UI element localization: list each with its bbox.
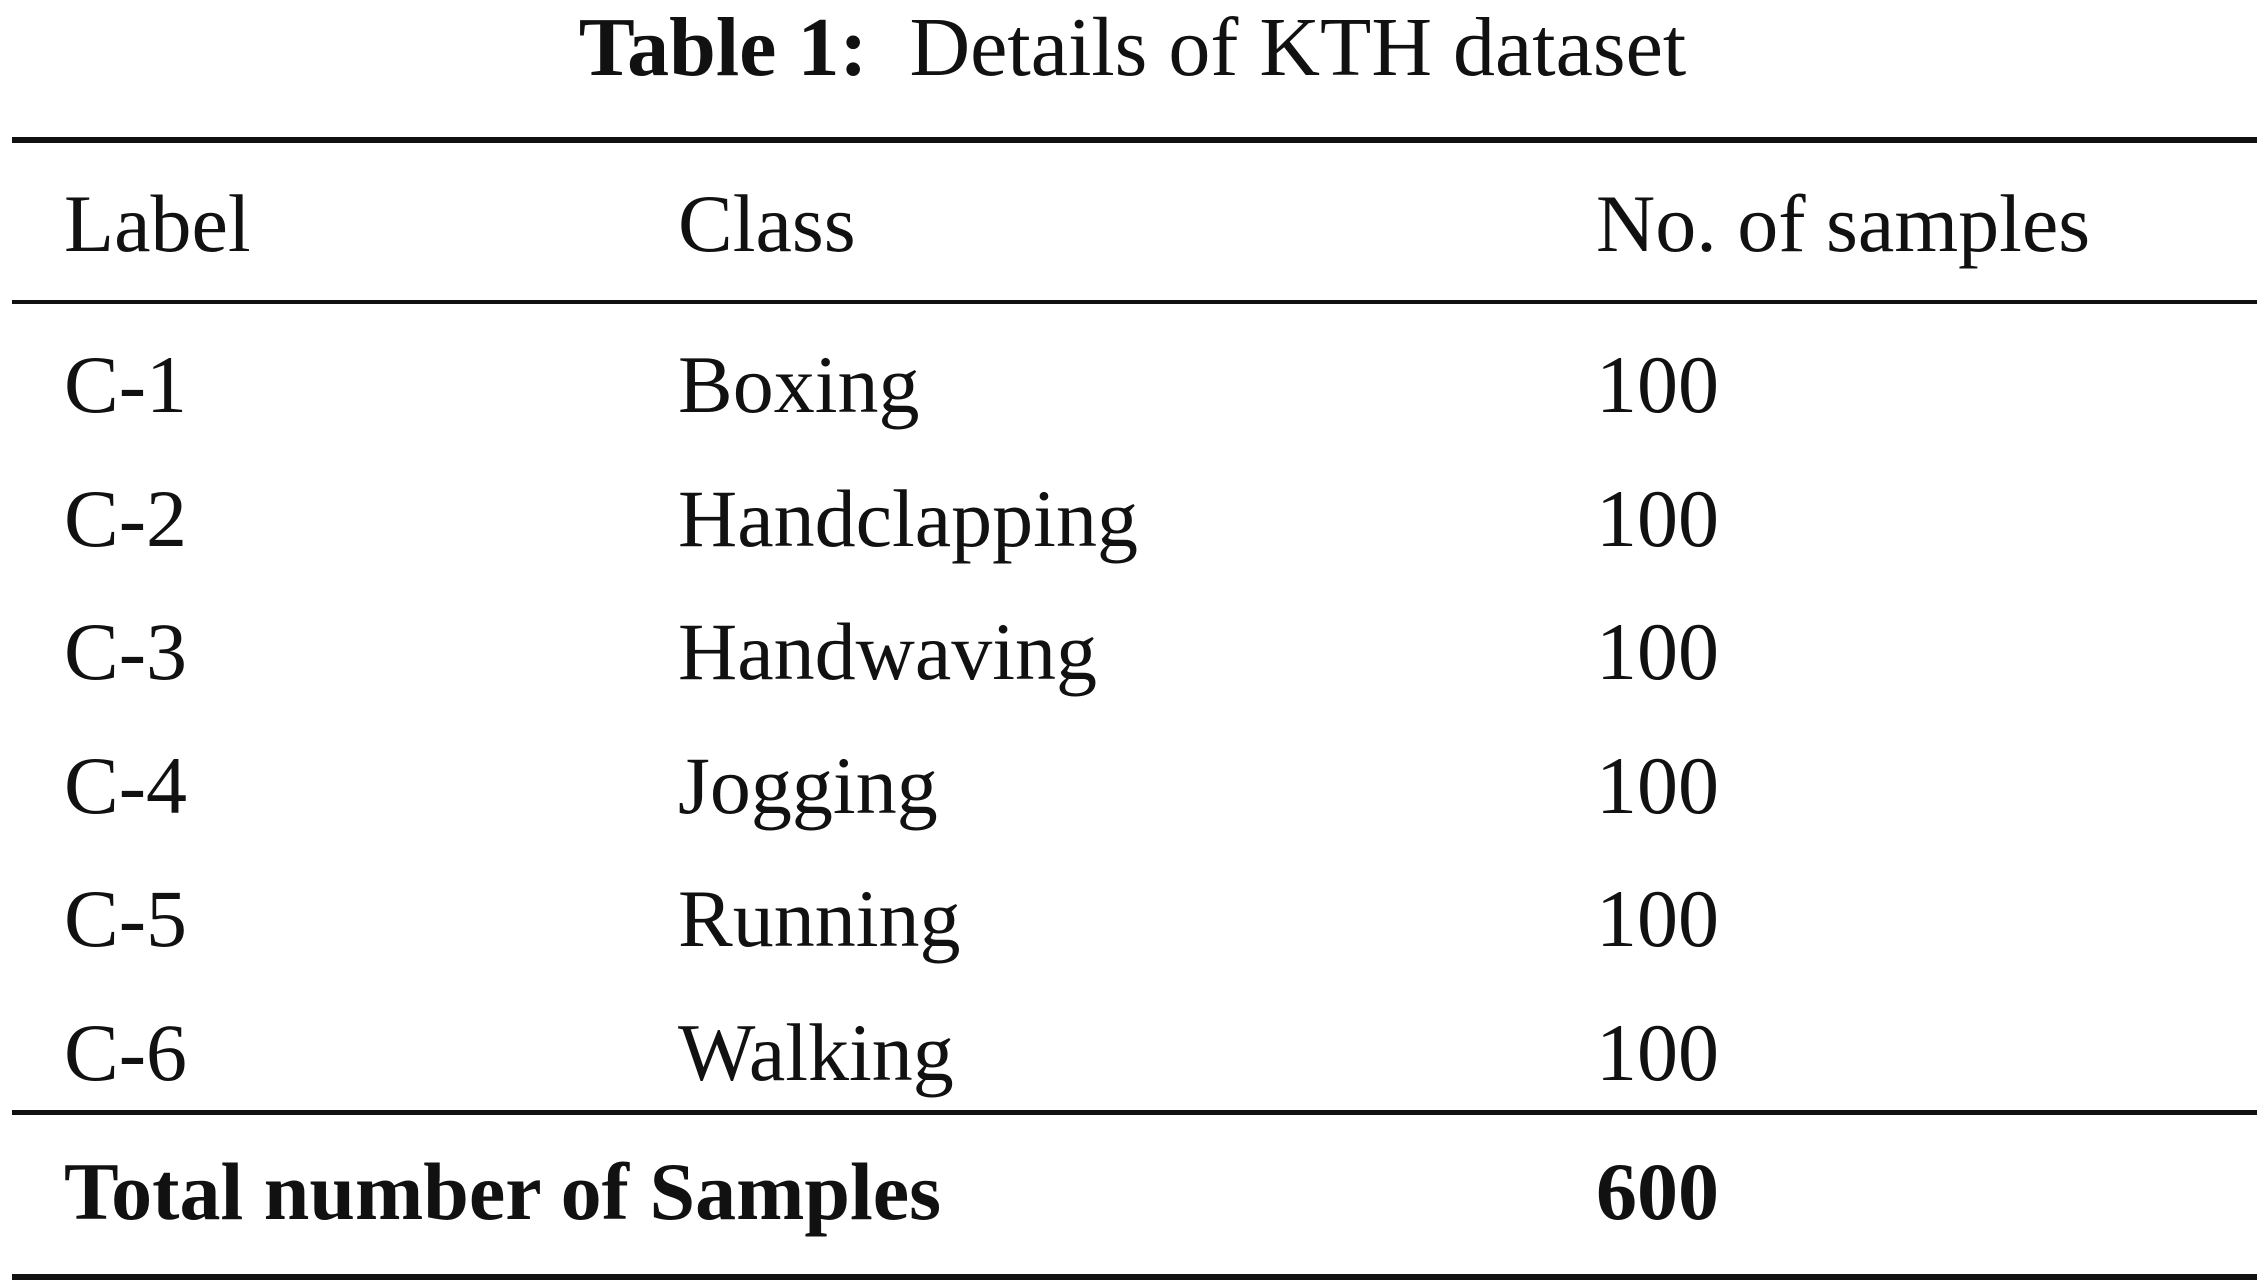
header-label: Label xyxy=(64,178,251,269)
row-3-class: Handwaving xyxy=(678,606,1098,697)
header-class: Class xyxy=(678,178,856,269)
top-rule xyxy=(12,137,2257,143)
row-4-samples: 100 xyxy=(1596,740,1719,831)
row-2-samples: 100 xyxy=(1596,473,1719,564)
row-5-class: Running xyxy=(678,873,961,964)
row-6-samples: 100 xyxy=(1596,1007,1719,1098)
bottom-rule xyxy=(12,1274,2257,1280)
table-caption: Table 1: Details of KTH dataset xyxy=(0,0,2265,100)
caption-label: Table 1: xyxy=(578,1,868,94)
row-1-class: Boxing xyxy=(678,339,920,430)
row-2-class: Handclapping xyxy=(678,473,1138,564)
row-6-label: C-6 xyxy=(64,1007,187,1098)
row-5-samples: 100 xyxy=(1596,873,1719,964)
row-5-label: C-5 xyxy=(64,873,187,964)
row-3-label: C-3 xyxy=(64,606,187,697)
caption-text: Details of KTH dataset xyxy=(909,1,1687,94)
row-4-label: C-4 xyxy=(64,740,187,831)
total-label: Total number of Samples xyxy=(64,1146,942,1237)
total-value: 600 xyxy=(1596,1146,1719,1237)
row-3-samples: 100 xyxy=(1596,606,1719,697)
total-rule xyxy=(12,1110,2257,1115)
header-rule xyxy=(12,300,2257,304)
row-1-label: C-1 xyxy=(64,339,187,430)
row-6-class: Walking xyxy=(678,1007,954,1098)
row-2-label: C-2 xyxy=(64,473,187,564)
row-1-samples: 100 xyxy=(1596,339,1719,430)
row-4-class: Jogging xyxy=(678,740,938,831)
header-samples: No. of samples xyxy=(1596,178,2091,269)
